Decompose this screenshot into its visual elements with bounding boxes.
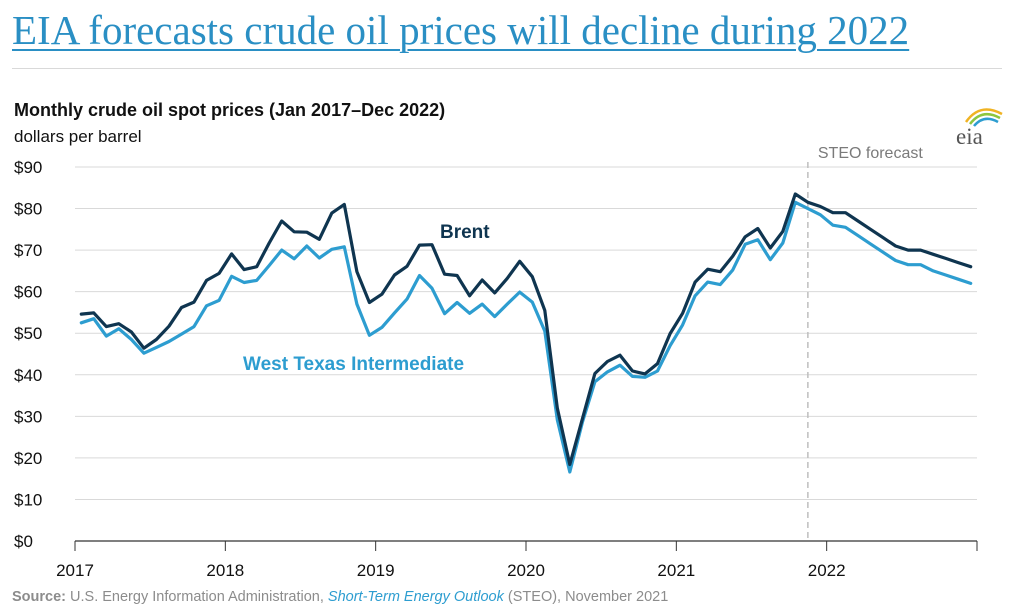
x-tick-label: 2017	[56, 561, 94, 580]
brent-label: Brent	[440, 222, 490, 243]
x-tick-label: 2018	[206, 561, 244, 580]
forecast-marker: STEO forecast	[807, 145, 923, 541]
axes: $0 $10 $20 $30 $40 $50 $60 $70 $80 $90 2017 2018 201…	[14, 158, 978, 580]
x-tick-label: 2019	[357, 561, 395, 580]
source-note: Source: U.S. Energy Information Administ…	[12, 589, 668, 605]
y-tick-label: $20	[14, 449, 42, 468]
forecast-label: STEO forecast	[818, 145, 923, 162]
y-tick-label: $30	[14, 407, 42, 426]
headline-divider	[12, 68, 1002, 69]
series-lines	[79, 192, 973, 474]
y-tick-label: $60	[14, 283, 42, 302]
gridlines	[75, 166, 977, 500]
source-text-before: U.S. Energy Information Administration,	[66, 589, 328, 605]
y-tick-label: $40	[14, 366, 42, 385]
x-tick-label: 2020	[507, 561, 545, 580]
source-publication[interactable]: Short-Term Energy Outlook	[328, 589, 505, 605]
source-label: Source:	[12, 589, 66, 605]
x-tick-label: 2022	[808, 561, 846, 580]
source-text-after: (STEO), November 2021	[504, 589, 668, 605]
chart-title: Monthly crude oil spot prices (Jan 2017–…	[14, 100, 445, 120]
wti-series-line	[79, 200, 973, 474]
page-headline[interactable]: EIA forecasts crude oil prices will decl…	[12, 7, 910, 53]
y-tick-label: $70	[14, 241, 42, 260]
y-tick-label: $80	[14, 200, 42, 219]
y-tick-label: $90	[14, 158, 42, 177]
x-tick-label: 2021	[657, 561, 695, 580]
y-tick-label: $50	[14, 324, 42, 343]
eia-logo[interactable]: eia	[954, 100, 1006, 150]
series-annotations: Brent West Texas Intermediate	[243, 222, 490, 375]
brent-series-line	[79, 192, 973, 467]
y-tick-label: $10	[14, 490, 42, 509]
chart-subtitle: dollars per barrel	[14, 127, 142, 146]
eia-logo-text: eia	[956, 124, 983, 149]
wti-label: West Texas Intermediate	[243, 354, 464, 375]
y-tick-label: $0	[14, 532, 33, 551]
